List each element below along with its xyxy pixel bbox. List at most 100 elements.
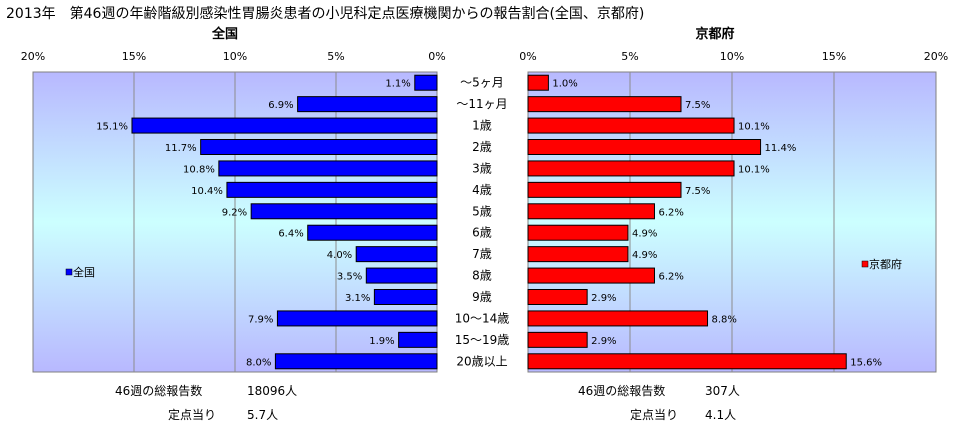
right-data-label: 11.4% [765, 143, 797, 154]
right-data-label: 15.6% [850, 357, 882, 368]
right-tick-label: 5% [621, 50, 638, 63]
right-panel-title: 京都府 [695, 26, 734, 42]
left-data-label: 10.4% [191, 186, 223, 197]
right-tick-labels: 0% 5% 10% 15% 20% [519, 50, 948, 63]
left-bar [250, 203, 438, 220]
category-labels: ～5ヶ月 ～11ヶ月 1歳 2歳 3歳 4歳 5歳 6歳 7歳 8歳 9歳 10～14歳 15～19歳 2… [455, 76, 510, 369]
right-footer-total-value: 307人 [705, 384, 740, 398]
left-data-label: 3.1% [345, 293, 370, 304]
category-label: 10～14歳 [455, 311, 510, 325]
right-data-label: 7.5% [685, 100, 710, 111]
right-data-label: 6.2% [658, 272, 683, 283]
left-legend-swatch [65, 268, 73, 276]
left-tick-label: 5% [327, 50, 344, 63]
left-data-label: 3.5% [337, 272, 362, 283]
left-tick-label: 10% [223, 50, 247, 63]
right-bar [527, 267, 655, 284]
right-bar [527, 181, 682, 198]
left-data-label: 6.4% [278, 229, 303, 240]
left-bar [355, 246, 438, 263]
left-bar [274, 353, 438, 370]
right-data-label: 2.9% [591, 293, 616, 304]
right-bar [527, 74, 549, 91]
left-panel-title: 全国 [211, 26, 238, 42]
category-label: ～11ヶ月 [456, 97, 507, 111]
left-bar [226, 181, 438, 198]
right-bar [527, 96, 682, 113]
left-bar [131, 117, 438, 134]
right-bar [527, 331, 588, 348]
category-label: 8歳 [472, 269, 492, 283]
left-bar [365, 267, 438, 284]
right-bar [527, 117, 735, 134]
left-footer-total-label: 46週の総報告数 [115, 383, 202, 398]
left-data-label: 7.9% [248, 314, 273, 325]
right-data-label: 10.1% [738, 122, 770, 133]
right-data-label: 4.9% [632, 229, 657, 240]
category-label: 5歳 [472, 204, 492, 218]
left-bar [307, 224, 438, 241]
right-bar [527, 310, 709, 327]
left-data-label: 9.2% [222, 207, 247, 218]
right-bars: 1.0%7.5%10.1%11.4%10.1%7.5%6.2%4.9%4.9%6… [527, 74, 882, 370]
right-footer-per-value: 4.1人 [705, 408, 736, 422]
category-label: 7歳 [472, 247, 492, 261]
category-label: ～5ヶ月 [460, 76, 504, 90]
left-footer-total-value: 18096人 [247, 384, 297, 398]
left-data-label: 11.7% [165, 143, 197, 154]
right-data-label: 7.5% [685, 186, 710, 197]
left-bar [398, 331, 438, 348]
category-label: 3歳 [472, 161, 492, 175]
left-data-label: 6.9% [268, 100, 293, 111]
category-label: 9歳 [472, 290, 492, 304]
left-data-label: 10.8% [183, 164, 215, 175]
left-tick-label: 15% [122, 50, 146, 63]
category-label: 6歳 [472, 226, 492, 240]
left-legend-label: 全国 [73, 265, 95, 279]
left-data-label: 4.0% [327, 250, 352, 261]
right-data-label: 10.1% [738, 164, 770, 175]
category-label: 1歳 [472, 119, 492, 133]
right-bar [527, 246, 629, 263]
right-bar [527, 289, 588, 305]
left-tick-labels: 0% 5% 10% 15% 20% [21, 50, 446, 63]
category-label: 15～19歳 [455, 333, 510, 347]
right-tick-label: 20% [924, 50, 948, 63]
left-data-label: 1.1% [385, 79, 410, 90]
right-bar [527, 160, 735, 177]
left-tick-label: 0% [428, 50, 445, 63]
left-bar [297, 96, 438, 113]
right-footer-total-label: 46週の総報告数 [578, 383, 665, 398]
right-footer-per-label: 定点当り [630, 407, 678, 422]
right-legend-label: 京都府 [869, 257, 902, 271]
left-data-label: 1.9% [369, 336, 394, 347]
category-label: 4歳 [472, 183, 492, 197]
right-bar [527, 139, 762, 155]
category-label: 2歳 [472, 140, 492, 154]
right-data-label: 2.9% [591, 336, 616, 347]
right-bar [527, 353, 847, 370]
left-bar [218, 160, 438, 177]
left-bar [373, 289, 438, 305]
left-bar [276, 310, 438, 327]
category-label: 20歳以上 [456, 354, 507, 368]
right-tick-label: 0% [519, 50, 536, 63]
right-bar [527, 203, 655, 220]
left-bars: 1.1% 6.9% 15.1% 11.7% 10.8% 10.4% 9.2% 6.4% 4.0%… [96, 74, 438, 370]
right-tick-label: 10% [720, 50, 744, 63]
left-bar [414, 74, 438, 91]
right-data-label: 6.2% [658, 207, 683, 218]
right-data-label: 4.9% [632, 250, 657, 261]
right-data-label: 1.0% [552, 79, 577, 90]
right-data-label: 8.8% [712, 314, 737, 325]
left-bar [200, 139, 438, 155]
left-footer-per-label: 定点当り [168, 407, 216, 422]
right-tick-label: 15% [822, 50, 846, 63]
chart-title: 2013年 第46週の年齢階級別感染性胃腸炎患者の小児科定点医療機関からの報告割… [6, 5, 644, 22]
left-data-label: 15.1% [96, 122, 128, 133]
right-legend-swatch [861, 260, 869, 268]
left-data-label: 8.0% [246, 357, 271, 368]
left-footer-per-value: 5.7人 [247, 408, 278, 422]
